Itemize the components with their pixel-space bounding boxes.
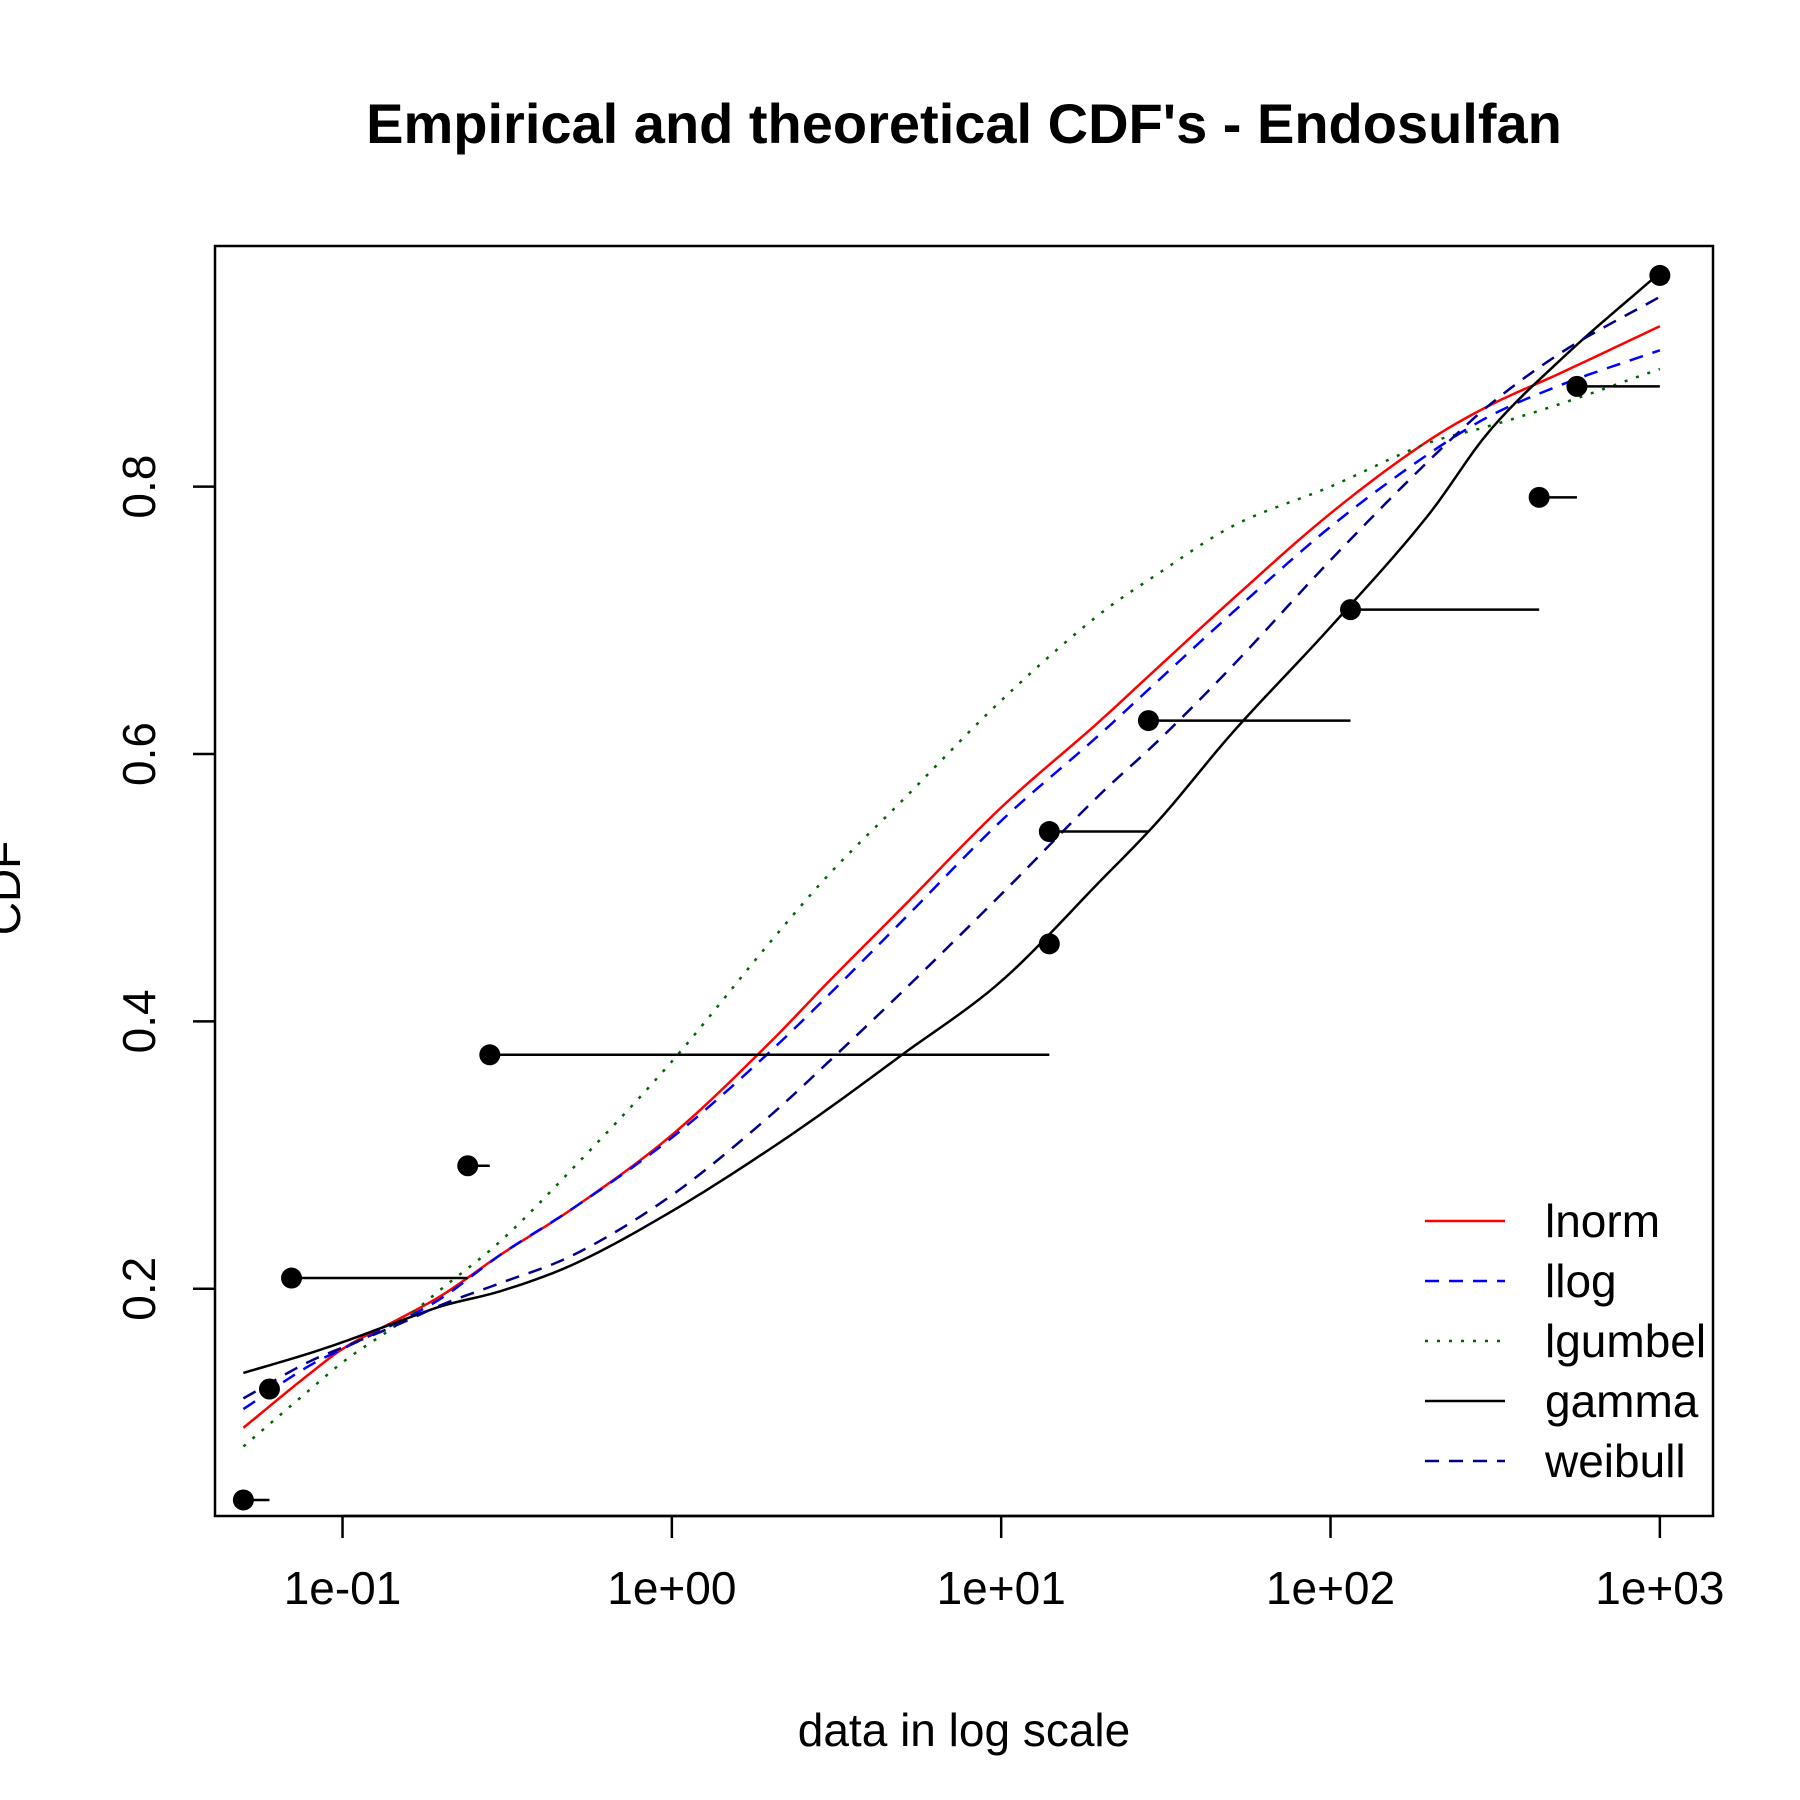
cdf-curve-gamma bbox=[243, 271, 1661, 1375]
empirical-point bbox=[258, 1378, 280, 1400]
y-axis-label: CDF bbox=[0, 841, 30, 936]
x-tick-label: 1e+03 bbox=[1595, 1562, 1724, 1614]
y-tick-label: 0.4 bbox=[113, 989, 165, 1053]
empirical-point bbox=[232, 1489, 254, 1511]
empirical-point bbox=[1649, 264, 1671, 286]
empirical-point bbox=[1038, 933, 1060, 955]
x-tick-label: 1e+01 bbox=[937, 1562, 1066, 1614]
legend-label-llog: llog bbox=[1545, 1255, 1617, 1307]
cdf-curve-lgumbel bbox=[242, 367, 1661, 1448]
legend-label-weibull: weibull bbox=[1544, 1435, 1686, 1487]
x-tick-label: 1e+00 bbox=[607, 1562, 736, 1614]
cdf-curve-llog bbox=[242, 349, 1661, 1411]
empirical-point bbox=[281, 1267, 303, 1289]
cdf-curve-weibull bbox=[242, 295, 1661, 1400]
plot-area bbox=[232, 264, 1671, 1511]
cdf-curve-lnorm bbox=[242, 325, 1661, 1429]
empirical-point bbox=[1528, 486, 1550, 508]
empirical-point bbox=[479, 1044, 501, 1066]
legend-label-lnorm: lnorm bbox=[1545, 1195, 1660, 1247]
empirical-point bbox=[1566, 375, 1588, 397]
legend-label-gamma: gamma bbox=[1545, 1375, 1699, 1427]
chart-title: Empirical and theoretical CDF's - Endosu… bbox=[366, 92, 1562, 155]
y-tick-label: 0.8 bbox=[113, 455, 165, 519]
y-axis: 0.2 0.4 0.6 0.8 bbox=[113, 455, 215, 1321]
empirical-point bbox=[1038, 821, 1060, 843]
empirical-point bbox=[457, 1155, 479, 1177]
x-tick-label: 1e-01 bbox=[284, 1562, 402, 1614]
legend: lnorm llog lgumbel gamma weibull bbox=[1425, 1195, 1706, 1487]
plot-frame bbox=[213, 244, 1715, 1518]
empirical-point bbox=[1340, 599, 1362, 621]
y-tick-label: 0.2 bbox=[113, 1257, 165, 1321]
x-axis-label: data in log scale bbox=[798, 1704, 1130, 1756]
y-tick-label: 0.6 bbox=[113, 722, 165, 786]
empirical-point bbox=[1137, 710, 1159, 732]
x-tick-label: 1e+02 bbox=[1266, 1562, 1395, 1614]
legend-label-lgumbel: lgumbel bbox=[1545, 1315, 1706, 1367]
x-axis: 1e-01 1e+00 1e+01 1e+02 1e+03 bbox=[284, 1514, 1724, 1614]
